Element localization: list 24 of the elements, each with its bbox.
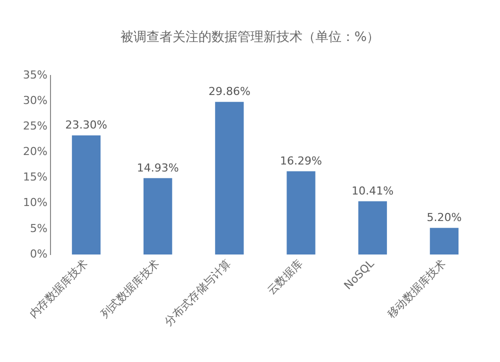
y-tick-label: 15% [22, 170, 48, 184]
data-label: 16.29% [280, 154, 322, 168]
x-tick-label: 分布式存储与计算 [162, 257, 234, 328]
x-tick-label: 云数据库 [264, 257, 306, 298]
bar [430, 228, 459, 254]
data-label: 14.93% [136, 162, 179, 175]
x-tick-label: 移动数据库技术 [384, 257, 448, 321]
y-tick-label: 35% [22, 68, 48, 82]
y-tick-label: 25% [22, 120, 48, 133]
y-tick-label: 20% [22, 145, 48, 158]
bar [286, 171, 316, 254]
x-tick-label: 列式数据库技术 [98, 257, 162, 321]
y-tick-label: 5% [30, 222, 48, 235]
data-label: 5.20% [426, 211, 462, 224]
y-tick-label: 30% [22, 94, 48, 108]
data-label: 23.30% [65, 118, 108, 132]
bar [144, 178, 172, 254]
data-label: 29.86% [208, 85, 250, 98]
data-label: 10.41% [352, 184, 394, 198]
bar [72, 135, 101, 254]
bar [215, 102, 244, 254]
bar [358, 201, 387, 254]
y-tick-label: 10% [22, 196, 48, 210]
chart-title: 被调查者关注的数据管理新技术（单位：%） [120, 30, 380, 46]
